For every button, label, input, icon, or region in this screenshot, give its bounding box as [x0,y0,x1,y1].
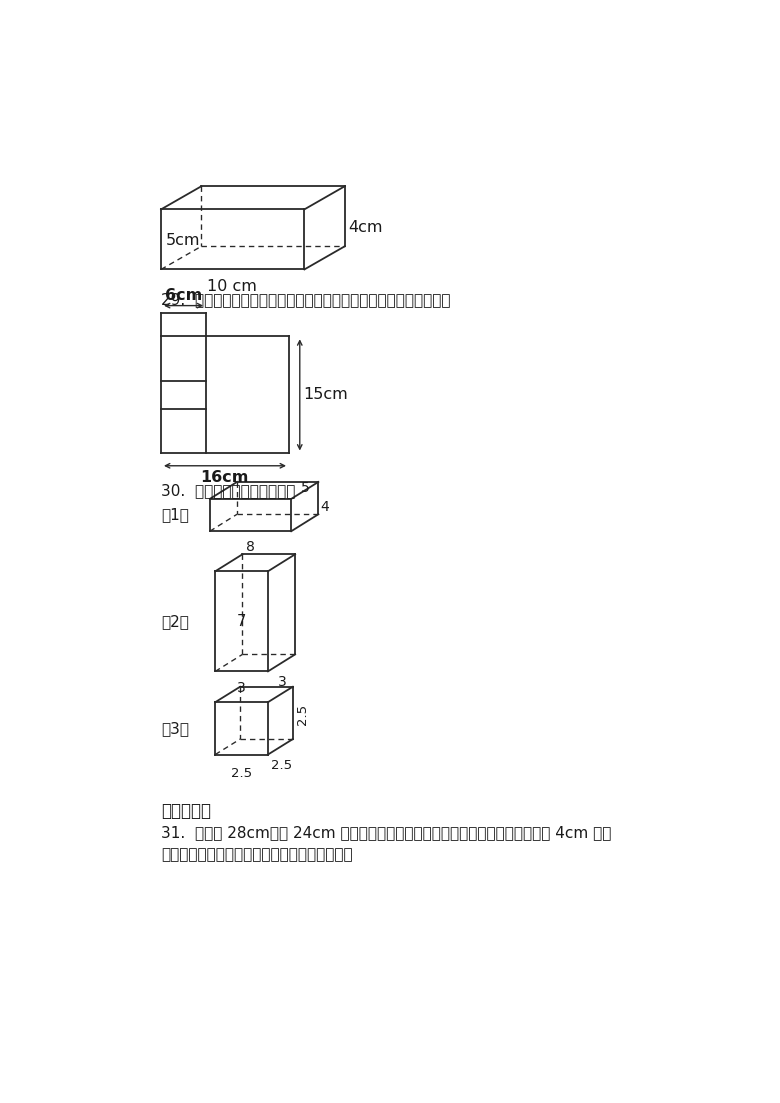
Text: 31.  一块长 28cm，宽 24cm 的长方形铁皮（如图），从四个角各切掉一个边长为 4cm 的正: 31. 一块长 28cm，宽 24cm 的长方形铁皮（如图），从四个角各切掉一个… [161,825,612,840]
Text: （1）: （1） [161,507,189,523]
Text: 5cm: 5cm [165,233,200,248]
Text: 10 cm: 10 cm [207,279,257,293]
Text: 30.  计算下列各图的表面积。: 30. 计算下列各图的表面积。 [161,483,296,499]
Text: 5: 5 [301,481,310,495]
Text: 2.5: 2.5 [271,759,292,772]
Text: 4cm: 4cm [348,221,382,235]
Text: 16cm: 16cm [200,470,249,484]
Text: 6cm: 6cm [165,288,202,302]
Text: （3）: （3） [161,721,189,736]
Text: 方形，然后做成盒子。这个盒子用了多少铁皮？: 方形，然后做成盒子。这个盒子用了多少铁皮？ [161,847,353,861]
Text: 2.5: 2.5 [296,704,309,725]
Text: 8: 8 [246,540,254,555]
Text: 29.  下面是一个长方体盒子的展开图。求这个长方体盒子的表面积。: 29. 下面是一个长方体盒子的展开图。求这个长方体盒子的表面积。 [161,292,451,308]
Text: （2）: （2） [161,613,189,629]
Text: 2.5: 2.5 [231,767,252,780]
Text: 7: 7 [237,613,246,629]
Text: 六、解答题: 六、解答题 [161,802,211,821]
Text: 3: 3 [278,675,286,689]
Text: 4: 4 [321,500,329,514]
Text: 15cm: 15cm [303,387,349,403]
Text: 3: 3 [237,681,246,695]
